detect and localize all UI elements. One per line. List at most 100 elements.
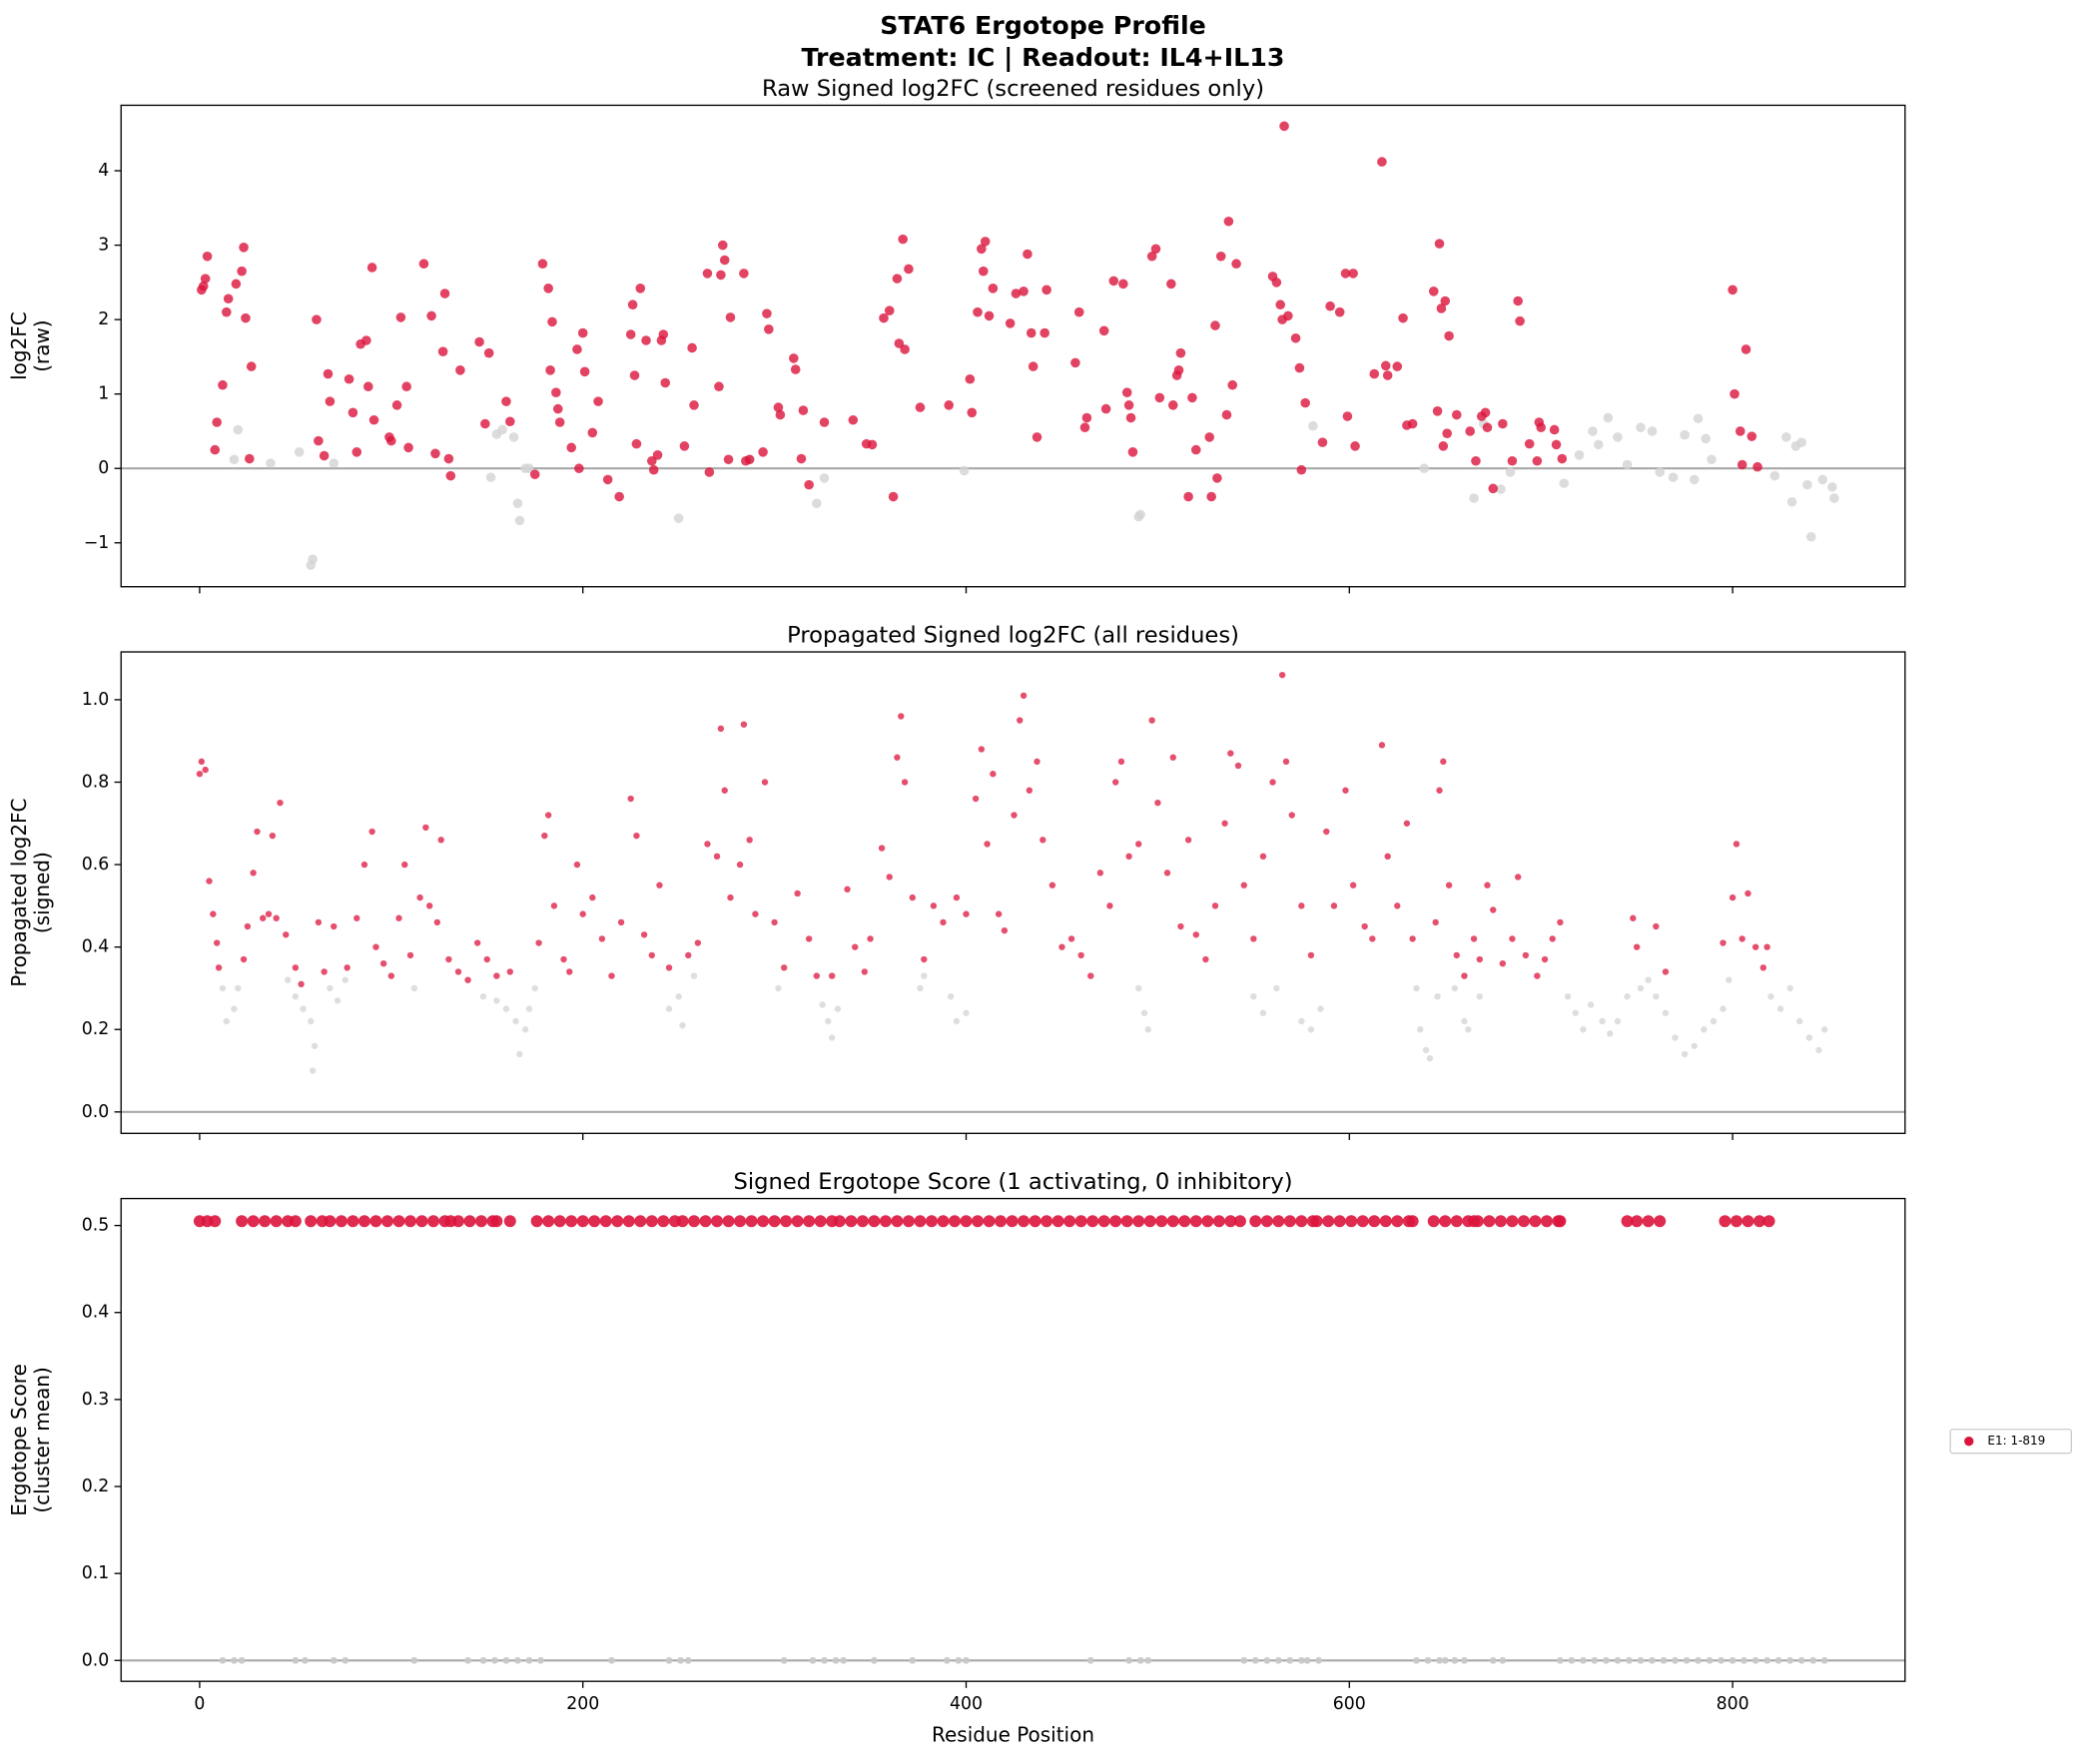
data-point bbox=[231, 279, 242, 290]
data-point bbox=[744, 454, 755, 465]
data-point bbox=[1655, 467, 1665, 477]
data-point bbox=[921, 972, 928, 979]
data-point bbox=[508, 432, 519, 442]
data-point bbox=[1384, 853, 1391, 861]
y-tick-label: 0.0 bbox=[82, 1102, 110, 1122]
data-point bbox=[368, 828, 375, 836]
y-axis-label: log2FC bbox=[7, 311, 31, 380]
data-point bbox=[490, 1215, 503, 1228]
data-point bbox=[1642, 1215, 1655, 1228]
data-point bbox=[504, 416, 515, 427]
data-point bbox=[1279, 121, 1289, 132]
data-point bbox=[501, 396, 511, 406]
data-point bbox=[1183, 491, 1193, 502]
data-point bbox=[1647, 426, 1658, 436]
data-point bbox=[250, 870, 257, 877]
data-point bbox=[1259, 853, 1267, 861]
data-point bbox=[1296, 464, 1307, 475]
data-point bbox=[554, 417, 565, 427]
data-point bbox=[1132, 1215, 1145, 1228]
data-point bbox=[878, 845, 886, 852]
x-tick-label: 800 bbox=[1717, 1694, 1749, 1714]
data-point bbox=[702, 269, 713, 279]
data-point bbox=[361, 335, 371, 345]
data-point bbox=[1227, 750, 1234, 757]
x-tick-label: 600 bbox=[1333, 1694, 1366, 1714]
data-point bbox=[1587, 1001, 1595, 1008]
data-point bbox=[983, 1215, 996, 1228]
data-point bbox=[1204, 432, 1215, 442]
data-point bbox=[1506, 1215, 1519, 1228]
data-point bbox=[915, 402, 926, 412]
data-point bbox=[1740, 1656, 1748, 1664]
data-point bbox=[415, 1215, 428, 1228]
data-point bbox=[963, 1656, 970, 1664]
data-point bbox=[1680, 429, 1690, 440]
data-point bbox=[775, 984, 782, 992]
data-point bbox=[283, 931, 290, 938]
x-tick-label: 0 bbox=[194, 1694, 205, 1714]
data-point bbox=[1215, 251, 1226, 262]
suptitle: STAT6 Ergotope Profile bbox=[880, 11, 1206, 40]
data-point bbox=[1231, 259, 1241, 270]
data-point bbox=[552, 403, 563, 414]
data-point bbox=[1557, 453, 1568, 464]
data-point bbox=[1434, 239, 1445, 249]
data-point bbox=[324, 1215, 337, 1228]
data-point bbox=[289, 1215, 302, 1228]
data-point bbox=[198, 758, 206, 766]
data-point bbox=[1369, 935, 1376, 942]
data-point bbox=[369, 1215, 382, 1228]
data-point bbox=[244, 922, 252, 930]
data-point bbox=[1192, 931, 1199, 938]
data-point bbox=[1413, 984, 1420, 992]
data-point bbox=[844, 885, 851, 893]
data-point bbox=[1494, 1215, 1507, 1228]
data-point bbox=[209, 1215, 222, 1228]
data-point bbox=[1288, 812, 1295, 819]
data-point bbox=[347, 1215, 359, 1228]
data-point bbox=[1136, 1656, 1144, 1664]
data-point bbox=[1042, 285, 1051, 295]
data-point bbox=[1034, 758, 1041, 766]
data-point bbox=[814, 1215, 827, 1228]
data-point bbox=[1224, 1215, 1237, 1228]
data-point bbox=[473, 939, 481, 946]
data-point bbox=[330, 1656, 338, 1664]
data-point bbox=[1496, 484, 1506, 494]
x-tick-label: 400 bbox=[950, 1694, 983, 1714]
data-point bbox=[1439, 1215, 1452, 1228]
data-point bbox=[1763, 943, 1770, 950]
data-point bbox=[995, 1215, 1008, 1228]
data-point bbox=[1135, 984, 1142, 992]
data-point bbox=[1681, 1050, 1689, 1058]
data-point bbox=[1392, 361, 1403, 371]
data-point bbox=[804, 479, 814, 490]
data-point bbox=[1450, 1215, 1463, 1228]
data-point bbox=[1614, 1656, 1622, 1664]
data-point bbox=[1250, 935, 1257, 942]
data-point bbox=[1549, 424, 1560, 435]
data-point bbox=[861, 968, 869, 975]
data-point bbox=[1221, 820, 1228, 827]
data-point bbox=[633, 832, 640, 840]
data-point bbox=[335, 1215, 348, 1228]
data-point bbox=[608, 972, 615, 979]
data-point bbox=[1155, 1215, 1168, 1228]
data-point bbox=[1005, 318, 1016, 328]
data-point bbox=[833, 1215, 846, 1228]
data-point bbox=[1323, 828, 1330, 836]
data-point bbox=[1461, 1017, 1468, 1025]
data-point bbox=[1349, 882, 1357, 888]
data-point bbox=[1409, 935, 1416, 942]
data-point bbox=[319, 450, 330, 461]
data-point bbox=[485, 472, 496, 482]
data-point bbox=[239, 243, 249, 253]
data-point bbox=[1637, 1656, 1645, 1664]
data-point bbox=[240, 955, 248, 963]
data-point bbox=[627, 299, 638, 310]
data-point bbox=[1549, 935, 1556, 942]
data-point bbox=[1482, 422, 1493, 433]
data-point bbox=[574, 463, 584, 474]
data-point bbox=[202, 251, 213, 262]
